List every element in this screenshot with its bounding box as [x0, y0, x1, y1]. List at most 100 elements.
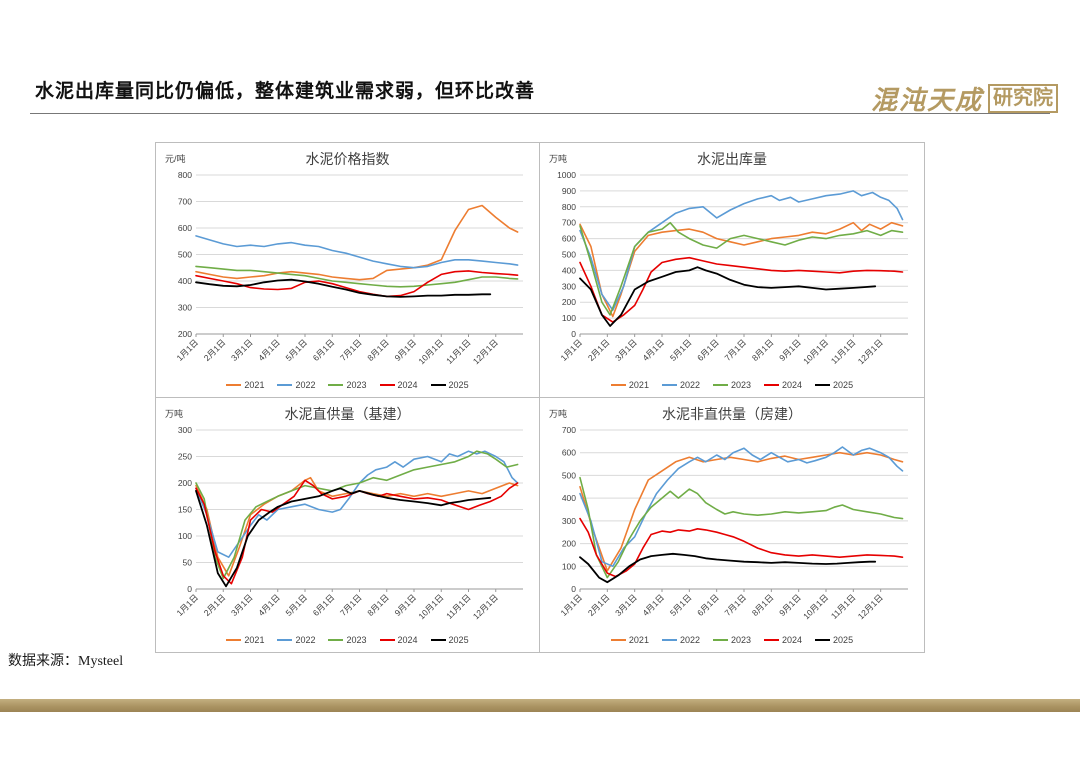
legend-line-swatch [661, 384, 677, 386]
svg-text:7月1日: 7月1日 [722, 337, 748, 363]
line-chart-canvas: 200 300 400 500 600 700 800 1月1日 2月1日 3月1日 4月1日 5月1… [174, 170, 523, 366]
legend-item-2025: 2025 [815, 635, 853, 645]
legend-line-swatch [328, 384, 344, 386]
svg-text:300: 300 [178, 425, 192, 435]
svg-text:4月1日: 4月1日 [640, 592, 666, 618]
page-title: 水泥出库量同比仍偏低，整体建筑业需求弱，但环比改善 [35, 81, 536, 102]
data-source-note: 数据来源：Mysteel [8, 654, 124, 669]
legend-item-2023: 2023 [712, 380, 751, 390]
brand-logo-text: 混沌天成 [870, 86, 983, 115]
svg-text:3月1日: 3月1日 [229, 337, 255, 363]
legend-item-2024: 2024 [764, 380, 802, 390]
svg-text:1月1日: 1月1日 [558, 337, 584, 363]
legend-line-swatch [277, 384, 293, 386]
svg-text:11月1日: 11月1日 [829, 337, 858, 366]
chart-legend: 2021 2022 2023 2024 2025 [160, 631, 535, 649]
legend-item-2022: 2022 [277, 635, 315, 645]
chart-legend: 2021 2022 2023 2024 2025 [160, 376, 535, 394]
legend-item-2025: 2025 [815, 380, 853, 390]
legend-line-swatch [379, 639, 395, 641]
y-axis-unit-label: 元/吨 [165, 154, 186, 164]
legend-line-swatch [430, 384, 446, 386]
svg-text:5月1日: 5月1日 [668, 337, 694, 363]
legend-item-2024: 2024 [379, 635, 418, 645]
svg-text:3月1日: 3月1日 [613, 337, 639, 363]
legend-item-2025: 2025 [430, 380, 469, 390]
svg-text:5月1日: 5月1日 [283, 337, 309, 363]
svg-text:200: 200 [178, 478, 192, 488]
svg-text:3月1日: 3月1日 [613, 592, 639, 618]
svg-text:4月1日: 4月1日 [256, 337, 282, 363]
chart-title: 水泥价格指数 [305, 151, 390, 167]
svg-text:12月1日: 12月1日 [471, 592, 500, 621]
y-axis-unit-label: 万吨 [549, 409, 568, 419]
legend-line-swatch [764, 384, 780, 386]
line-chart-canvas: 0 50 100 150 200 250 300 1月1日 2月1日 3月1日 4月1日 5月1日 6月… [174, 425, 523, 621]
line-chart-canvas: 0 100 200 300 400 500 600 700 800 900 1000 1月1日 2月1日… [557, 170, 908, 366]
svg-text:700: 700 [562, 218, 576, 228]
svg-text:300: 300 [178, 303, 192, 313]
legend-line-swatch [226, 639, 242, 641]
svg-text:11月1日: 11月1日 [444, 337, 473, 366]
legend-line-swatch [610, 639, 626, 641]
chart-title: 水泥出库量 [697, 151, 767, 167]
chart-cement-outbound-volume: 万吨 水泥出库量 0 100 200 300 400 500 600 700 800 900 100… [540, 143, 924, 398]
legend-line-swatch [226, 384, 242, 386]
legend-item-2021: 2021 [610, 635, 649, 645]
svg-text:6月1日: 6月1日 [695, 592, 721, 618]
svg-text:900: 900 [562, 186, 576, 196]
chart-cement-non-direct-supply-housing: 万吨 水泥非直供量（房建） 0 100 200 300 400 500 600 700 1月1日… [540, 398, 924, 652]
legend-item-2024: 2024 [379, 380, 418, 390]
legend-line-swatch [764, 639, 780, 641]
svg-text:600: 600 [562, 448, 576, 458]
legend-line-swatch [610, 384, 626, 386]
svg-text:12月1日: 12月1日 [856, 592, 885, 621]
svg-text:9月1日: 9月1日 [777, 337, 803, 363]
legend-line-swatch [379, 384, 395, 386]
svg-text:7月1日: 7月1日 [722, 592, 748, 618]
svg-text:8月1日: 8月1日 [365, 337, 391, 363]
svg-text:10月1日: 10月1日 [801, 592, 830, 621]
svg-text:200: 200 [562, 539, 576, 549]
svg-text:300: 300 [562, 281, 576, 291]
legend-item-2023: 2023 [328, 635, 367, 645]
svg-text:500: 500 [178, 250, 192, 260]
svg-text:1月1日: 1月1日 [558, 592, 584, 618]
svg-text:500: 500 [562, 250, 576, 260]
legend-item-2021: 2021 [226, 380, 264, 390]
chart-cement-direct-supply-infrastructure: 万吨 水泥直供量（基建） 0 50 100 150 200 250 300 1月1日 2月1日 3… [156, 398, 540, 652]
svg-text:2月1日: 2月1日 [202, 337, 228, 363]
svg-text:9月1日: 9月1日 [392, 592, 418, 618]
svg-text:500: 500 [562, 470, 576, 480]
svg-text:1月1日: 1月1日 [174, 337, 200, 363]
svg-text:1000: 1000 [557, 170, 576, 180]
legend-item-2024: 2024 [764, 635, 802, 645]
svg-text:400: 400 [562, 493, 576, 503]
svg-text:6月1日: 6月1日 [695, 337, 721, 363]
chart-legend: 2021 2022 2023 2024 2025 [544, 376, 920, 394]
svg-text:5月1日: 5月1日 [668, 592, 694, 618]
chart-cement-price-index: 元/吨 水泥价格指数 200 300 400 500 600 700 800 1月1日 2月1日… [156, 143, 540, 398]
y-axis-unit-label: 万吨 [165, 409, 184, 419]
legend-item-2023: 2023 [328, 380, 367, 390]
svg-text:11月1日: 11月1日 [444, 592, 473, 621]
svg-text:6月1日: 6月1日 [311, 592, 337, 618]
svg-text:0: 0 [187, 584, 192, 594]
svg-text:6月1日: 6月1日 [311, 337, 337, 363]
chart-title: 水泥非直供量（房建） [662, 406, 802, 422]
brand-logo: 混沌天成 研究院 [871, 80, 1058, 117]
svg-text:100: 100 [562, 313, 576, 323]
svg-text:7月1日: 7月1日 [338, 592, 364, 618]
svg-text:2月1日: 2月1日 [586, 592, 612, 618]
legend-line-swatch [430, 639, 446, 641]
svg-text:300: 300 [562, 516, 576, 526]
svg-text:9月1日: 9月1日 [777, 592, 803, 618]
svg-text:800: 800 [562, 202, 576, 212]
legend-item-2021: 2021 [226, 635, 264, 645]
legend-line-swatch [277, 639, 293, 641]
svg-text:400: 400 [178, 276, 192, 286]
svg-text:1月1日: 1月1日 [174, 592, 200, 618]
svg-text:10月1日: 10月1日 [416, 592, 445, 621]
svg-text:600: 600 [178, 223, 192, 233]
svg-text:10月1日: 10月1日 [801, 337, 830, 366]
